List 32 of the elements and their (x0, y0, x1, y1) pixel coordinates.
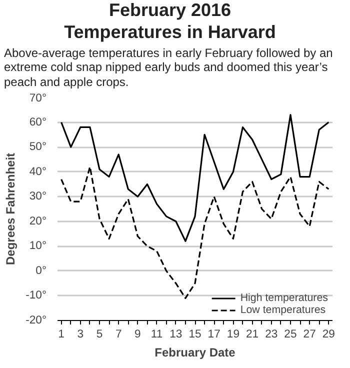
x-tick-label: 21 (246, 328, 259, 340)
y-tick-label: -10° (26, 290, 47, 302)
x-tick-label: 23 (265, 328, 278, 340)
x-tick-label: 9 (134, 328, 141, 340)
chart-subtitle: Above-average temperatures in early February followed by an extreme cold snap nipped early buds and doomed this year’s peach and apple crops. (4, 46, 334, 90)
y-tick-label: -20° (26, 314, 47, 326)
line-series (60, 114, 330, 242)
y-tick-label: 30° (29, 190, 47, 203)
x-tick-label: 25 (284, 328, 297, 340)
x-tick-label: 27 (303, 328, 316, 340)
x-tick-label: 29 (322, 328, 335, 340)
y-tick-label: 50° (29, 141, 47, 154)
y-tick-label: 70° (29, 92, 47, 104)
x-tick-label: 3 (77, 328, 84, 340)
chart-title: February 2016 Temperatures in Harvard (64, 0, 276, 44)
x-tick-label: 7 (115, 328, 122, 340)
y-axis-title: Degrees Fahrenheit (4, 152, 18, 266)
y-tick-label: 0° (36, 264, 47, 277)
x-tick-label: 11 (150, 328, 163, 340)
y-tick-label: 20° (29, 215, 47, 228)
x-axis-title: February Date (154, 346, 236, 360)
x-tick-label: 13 (170, 328, 182, 340)
x-tick-label: 19 (226, 328, 240, 340)
y-tick-label: 60° (29, 116, 47, 128)
x-tick-label: 5 (96, 328, 103, 340)
legend-label: High temperatures (240, 292, 328, 304)
x-tick-label: 15 (188, 328, 202, 340)
y-tick-label: 40° (29, 166, 47, 178)
legend-label: Low temperatures (240, 304, 326, 316)
x-tick-label: 17 (208, 328, 220, 340)
y-tick-label: 10° (29, 240, 47, 252)
x-tick-label: 1 (58, 328, 64, 340)
